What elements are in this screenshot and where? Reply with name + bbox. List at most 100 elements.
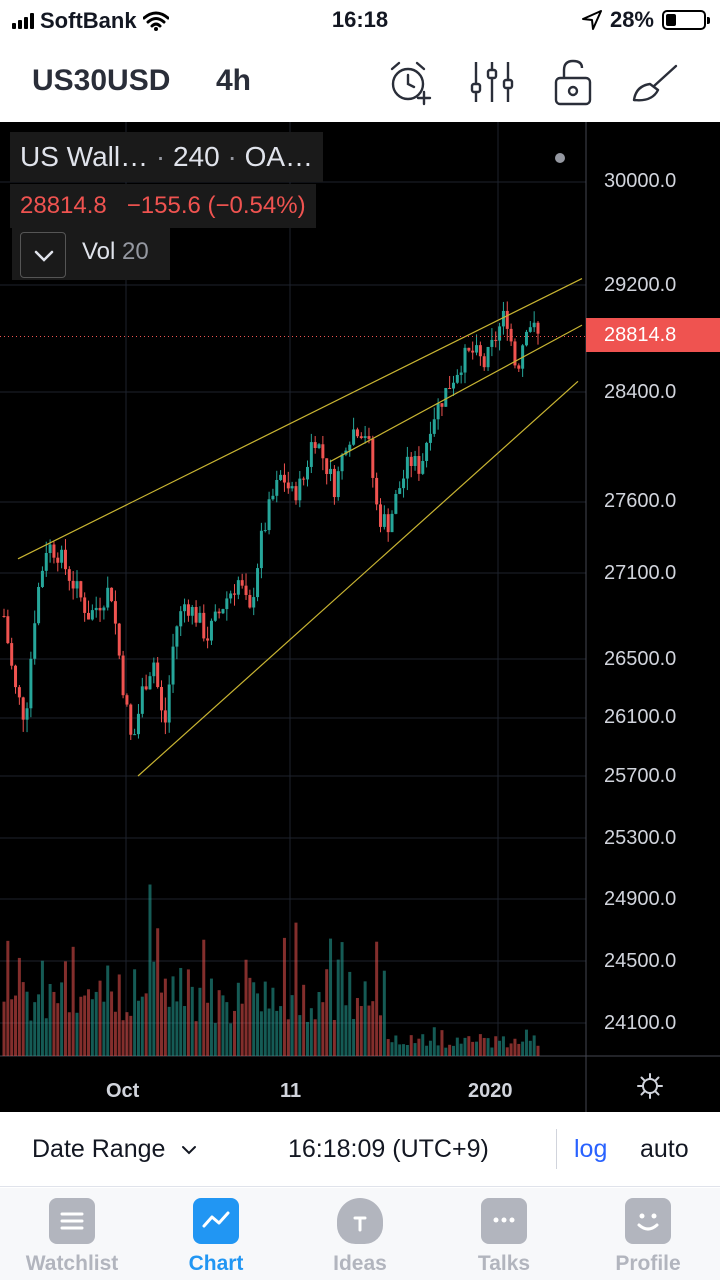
price-axis-label: 25300.0 bbox=[604, 827, 677, 849]
volume-bar bbox=[286, 1019, 290, 1056]
volume-bar bbox=[202, 939, 206, 1056]
volume-bar bbox=[455, 1037, 459, 1056]
candle-body bbox=[478, 345, 482, 357]
candle-body bbox=[336, 471, 340, 498]
auto-scale-toggle[interactable]: auto bbox=[640, 1135, 689, 1163]
tab-ideas[interactable]: Ideas bbox=[300, 1198, 420, 1276]
volume-bar bbox=[463, 1037, 467, 1056]
volume-bar bbox=[171, 976, 175, 1056]
tab-watchlist[interactable]: Watchlist bbox=[12, 1198, 132, 1276]
volume-bar bbox=[263, 981, 267, 1056]
candle-body bbox=[117, 623, 121, 656]
time-axis-label: 2020 bbox=[468, 1080, 513, 1102]
volume-bar bbox=[256, 993, 260, 1056]
volume-bar bbox=[10, 999, 14, 1056]
candle-body bbox=[267, 499, 271, 531]
candle-body bbox=[56, 557, 60, 563]
volume-bar bbox=[348, 971, 352, 1056]
legend-collapse-button[interactable] bbox=[20, 232, 66, 278]
volume-bar bbox=[133, 969, 137, 1056]
timezone-clock[interactable]: 16:18:09 (UTC+9) bbox=[288, 1135, 489, 1163]
volume-bar bbox=[444, 1047, 448, 1056]
volume-bar bbox=[482, 1037, 486, 1056]
candle-body bbox=[536, 322, 540, 334]
legend-symbol-name: US Wall… bbox=[20, 141, 149, 172]
chart-legend-title[interactable]: US Wall… · 240 · OA… bbox=[10, 132, 324, 182]
candle-body bbox=[152, 662, 156, 677]
tab-chart[interactable]: Chart bbox=[156, 1198, 276, 1276]
tab-talks[interactable]: Talks bbox=[444, 1198, 564, 1276]
indicators-icon[interactable] bbox=[466, 56, 518, 108]
volume-bar bbox=[421, 1034, 425, 1056]
candle-body bbox=[202, 612, 206, 639]
candle-body bbox=[171, 646, 175, 685]
tab-label: Profile bbox=[615, 1252, 681, 1275]
volume-bar bbox=[521, 1041, 525, 1056]
candle-body bbox=[240, 580, 244, 586]
date-range-button[interactable]: Date Range bbox=[32, 1135, 198, 1164]
date-range-label: Date Range bbox=[32, 1135, 166, 1163]
trendline-middle[interactable] bbox=[329, 324, 583, 463]
candle-body bbox=[367, 436, 371, 439]
volume-bar bbox=[332, 1019, 336, 1056]
volume-indicator-label: Vol 20 bbox=[82, 238, 149, 266]
candle-body bbox=[179, 611, 183, 627]
candle-body bbox=[348, 444, 352, 451]
candle-body bbox=[190, 606, 194, 616]
price-chart[interactable] bbox=[0, 122, 720, 1112]
volume-bar bbox=[459, 1043, 463, 1056]
volume-bar bbox=[478, 1034, 482, 1056]
candle-body bbox=[275, 479, 279, 496]
candle-body bbox=[448, 388, 452, 390]
candle-body bbox=[309, 442, 313, 467]
candle-body bbox=[332, 468, 336, 498]
candle-body bbox=[509, 328, 513, 342]
candle-body bbox=[451, 382, 455, 389]
volume-bar bbox=[425, 1045, 429, 1056]
candle-body bbox=[355, 429, 359, 437]
drawing-brush-icon[interactable] bbox=[630, 56, 682, 108]
candle-body bbox=[106, 587, 110, 608]
location-arrow-icon bbox=[581, 10, 602, 30]
alarm-add-icon[interactable] bbox=[384, 56, 436, 108]
interval-button[interactable]: 4h bbox=[216, 64, 252, 97]
volume-bar bbox=[240, 1003, 244, 1056]
tab-profile[interactable]: Profile bbox=[588, 1198, 708, 1276]
volume-legend[interactable]: Vol 20 bbox=[12, 228, 170, 280]
volume-bar bbox=[179, 967, 183, 1056]
volume-bar bbox=[451, 1045, 455, 1056]
volume-bar bbox=[259, 1011, 263, 1056]
volume-bar bbox=[37, 994, 41, 1056]
price-axis-label: 27100.0 bbox=[604, 562, 677, 584]
log-scale-toggle[interactable]: log bbox=[574, 1135, 608, 1163]
chart-settings-icon[interactable] bbox=[636, 1072, 664, 1100]
volume-bar bbox=[206, 1002, 210, 1056]
candle-body bbox=[305, 466, 309, 480]
candle-body bbox=[144, 686, 148, 690]
trendline-upper[interactable] bbox=[17, 278, 583, 560]
lock-icon[interactable] bbox=[548, 56, 600, 108]
candle-body bbox=[75, 581, 79, 589]
trendline-lower[interactable] bbox=[137, 380, 579, 777]
volume-bar bbox=[71, 946, 75, 1056]
candle-body bbox=[217, 611, 221, 614]
volume-bar bbox=[340, 942, 344, 1056]
volume-bar bbox=[6, 940, 10, 1056]
candle-body bbox=[459, 372, 463, 375]
candle-body bbox=[286, 482, 290, 489]
volume-bar bbox=[363, 981, 367, 1056]
candle-body bbox=[48, 544, 52, 553]
legend-last-price: 28814.8 bbox=[20, 192, 107, 219]
candle-body bbox=[133, 734, 137, 736]
volume-bar bbox=[110, 991, 114, 1056]
candle-body bbox=[279, 474, 283, 480]
candle-body bbox=[494, 339, 498, 341]
symbol-button[interactable]: US30USD bbox=[32, 64, 171, 97]
chart-canvas[interactable]: US Wall… · 240 · OA… 28814.8 −155.6 (−0.… bbox=[0, 122, 720, 1112]
volume-bar bbox=[509, 1043, 513, 1056]
volume-bar bbox=[305, 1021, 309, 1056]
candle-body bbox=[52, 544, 56, 558]
candle-body bbox=[482, 356, 486, 368]
candle-body bbox=[402, 478, 406, 489]
status-bar-right: 28% bbox=[581, 7, 710, 33]
